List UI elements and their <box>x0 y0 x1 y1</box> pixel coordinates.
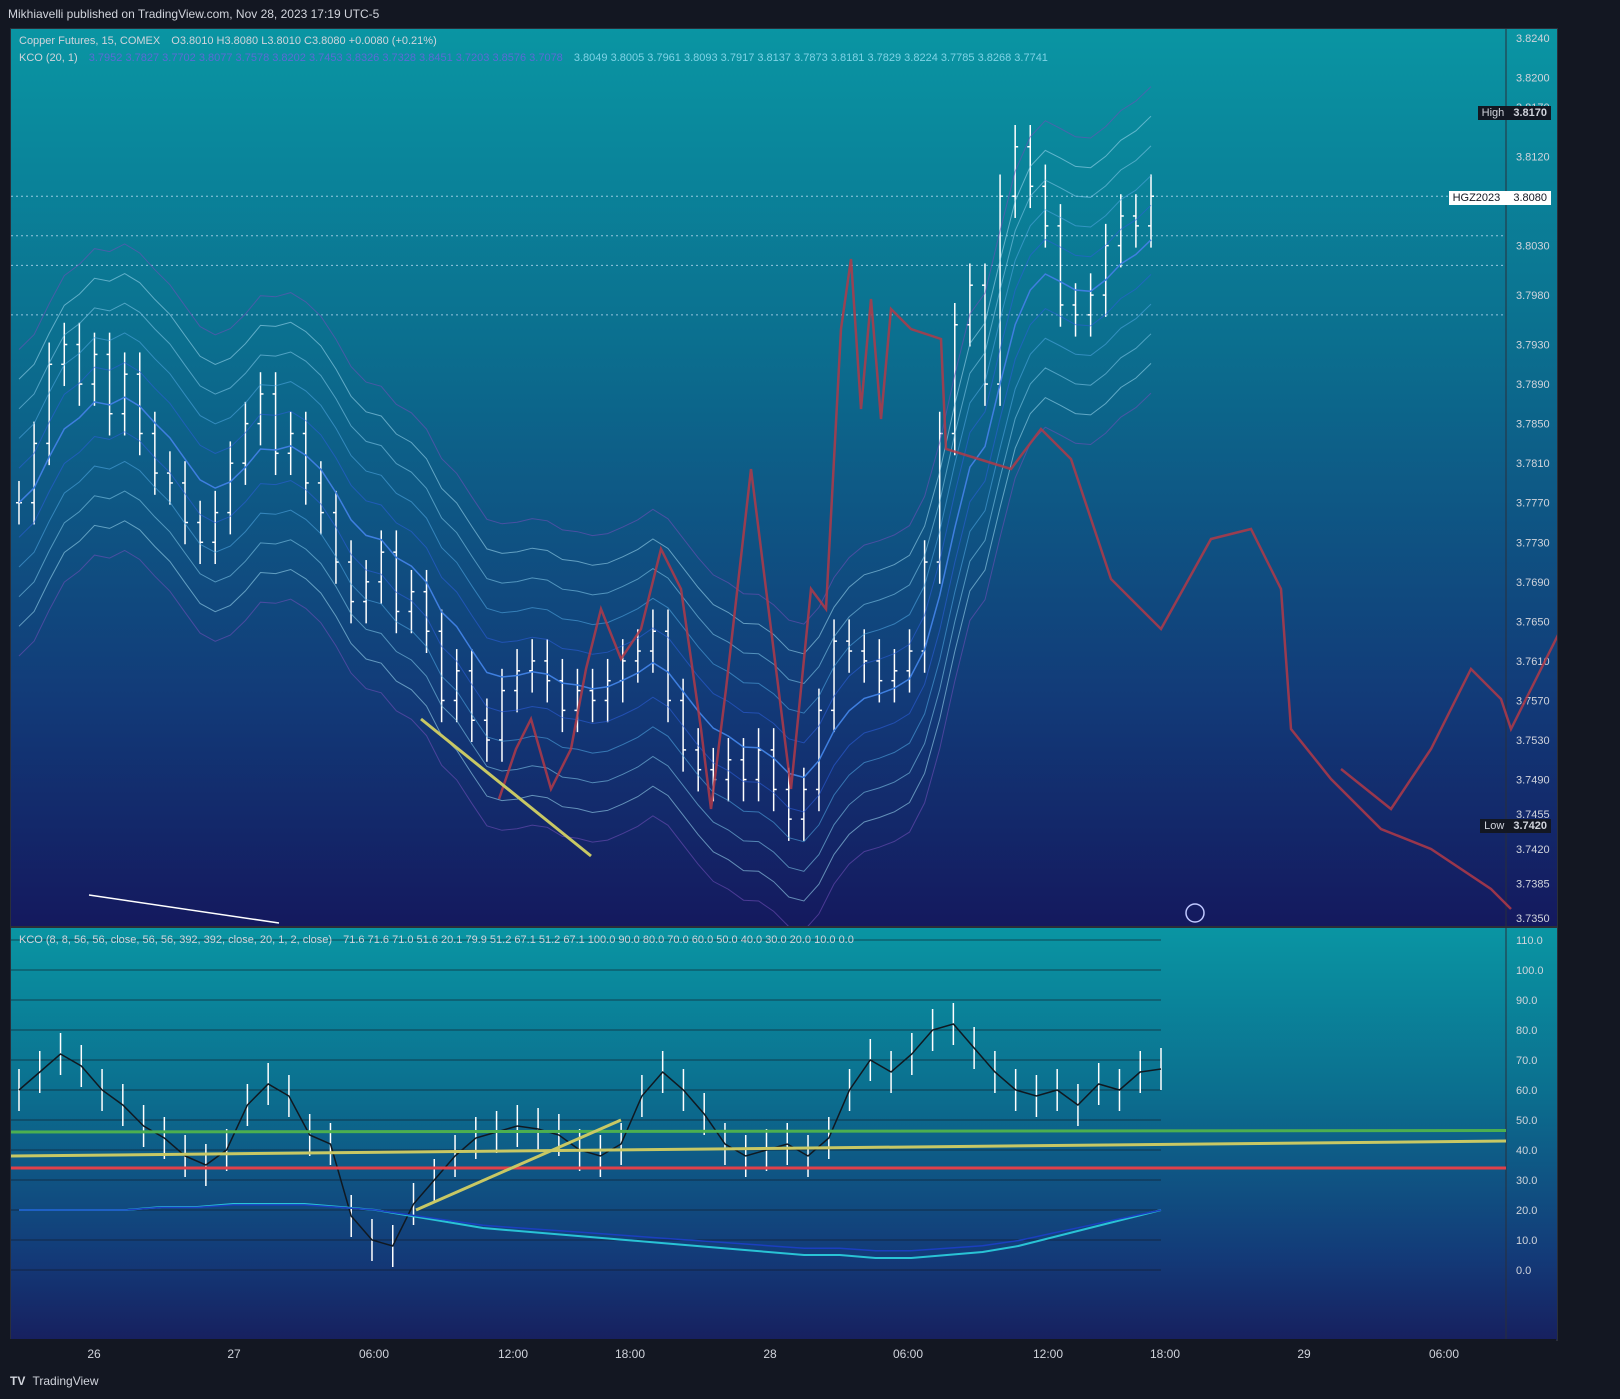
osc-y-tick-label: 70.0 <box>1516 1055 1537 1067</box>
x-tick-label: 18:00 <box>614 1347 646 1361</box>
osc-yellow-trendline <box>11 1139 1507 1158</box>
y-tick-label: 3.7490 <box>1516 775 1550 787</box>
jump-to-realtime-icon <box>1185 903 1205 923</box>
keltner-band-line <box>18 115 1152 655</box>
osc-legend: KCO (8, 8, 56, 56, close, 56, 56, 392, 3… <box>19 934 862 946</box>
red-drawing <box>497 258 1512 910</box>
y-tick-label: 3.7650 <box>1516 616 1550 628</box>
x-tick-label: 18:00 <box>1149 1347 1181 1361</box>
osc-y-tick-label: 90.0 <box>1516 995 1537 1007</box>
y-tick-label: 3.7930 <box>1516 340 1550 352</box>
footer: TV TradingView <box>0 1370 1620 1399</box>
footer-brand: TradingView <box>32 1374 99 1388</box>
y-tick-label: 3.7610 <box>1516 656 1550 668</box>
y-tick-label: 3.8030 <box>1516 241 1550 253</box>
y-tick-label: 3.7350 <box>1516 913 1550 925</box>
osc-y-tick-label: 0.0 <box>1516 1265 1531 1277</box>
keltner-band-line <box>18 303 1152 843</box>
keltner-band-line <box>18 145 1152 685</box>
osc-slow-line <box>19 1203 1162 1259</box>
keltner-band-line <box>18 392 1152 926</box>
yellow-trendline <box>420 717 592 858</box>
y-tick-label: 3.8240 <box>1516 33 1550 45</box>
y-tick-label: 3.7770 <box>1516 498 1550 510</box>
kco-values-a: 3.7952 3.7827 3.7702 3.8077 3.7578 3.820… <box>88 52 563 64</box>
y-tick-label: 3.7980 <box>1516 290 1550 302</box>
time-axis[interactable]: 26 27 06:00 12:00 18:00 28 06:00 12:00 18:00 29 06… <box>10 1339 1556 1369</box>
price-chart[interactable]: 3.8240 3.8200 3.8170 3.8120 3.8030 3.7980 3.79… <box>11 29 1557 926</box>
keltner-band-line <box>18 363 1152 902</box>
high-value: 3.8170 <box>1513 107 1547 119</box>
keltner-band-line <box>18 333 1152 872</box>
y-tick-label: 3.7570 <box>1516 695 1550 707</box>
main-legend: Copper Futures, 15, COMEX O3.8010 H3.808… <box>19 35 445 47</box>
x-tick-label: 26 <box>87 1347 101 1361</box>
osc-y-tick-label: 20.0 <box>1516 1205 1537 1217</box>
keltner-middle-line <box>18 239 1152 779</box>
x-tick-label: 28 <box>763 1347 777 1361</box>
keltner-band-line <box>18 175 1152 714</box>
keltner-band-line <box>18 86 1152 625</box>
kco-values-b: 3.8049 3.8005 3.7961 3.8093 3.7917 3.813… <box>573 52 1048 64</box>
keltner-band-line <box>18 274 1152 813</box>
high-tag: High 3.8170 <box>1477 106 1551 120</box>
y-tick-label: 3.7810 <box>1516 458 1550 470</box>
y-tick-label: 3.8120 <box>1516 152 1550 164</box>
osc-y-tick-label: 110.0 <box>1516 935 1543 947</box>
y-tick-label: 3.7420 <box>1516 844 1550 856</box>
oscillator-chart[interactable]: 110.0 100.0 90.0 80.0 70.0 60.0 50.0 40.0 30.0 20… <box>11 928 1557 1340</box>
x-tick-label: 29 <box>1297 1347 1311 1361</box>
x-tick-label: 12:00 <box>497 1347 529 1361</box>
y-tick-label: 3.7530 <box>1516 735 1550 747</box>
y-tick-label: 3.7890 <box>1516 379 1550 391</box>
symbol-label: HGZ2023 <box>1452 192 1501 204</box>
y-tick-label: 3.7730 <box>1516 537 1550 549</box>
x-tick-label: 06:00 <box>892 1347 924 1361</box>
osc-y-tick-label: 50.0 <box>1516 1115 1537 1127</box>
osc-y-tick-label: 100.0 <box>1516 965 1544 977</box>
osc-green-hline <box>11 1129 1507 1134</box>
osc-y-tick-label: 60.0 <box>1516 1085 1537 1097</box>
high-label: High <box>1481 107 1505 119</box>
y-tick-label: 3.7455 <box>1516 809 1550 821</box>
symbol-price-tag: HGZ2023 3.8080 <box>1448 191 1551 205</box>
oscillator-pane[interactable]: 110.0 100.0 90.0 80.0 70.0 60.0 50.0 40.0 30.0 20… <box>10 927 1558 1341</box>
x-tick-label: 06:00 <box>1428 1347 1460 1361</box>
x-tick-label: 06:00 <box>358 1347 390 1361</box>
y-tick-label: 3.7690 <box>1516 577 1550 589</box>
osc-y-tick-label: 10.0 <box>1516 1235 1537 1247</box>
osc-label[interactable]: KCO (8, 8, 56, 56, close, 56, 56, 392, 3… <box>19 934 333 946</box>
symbol-title[interactable]: Copper Futures, 15, COMEX <box>19 35 161 47</box>
price-pane[interactable]: 3.8240 3.8200 3.8170 3.8120 3.8030 3.7980 3.79… <box>10 28 1558 927</box>
osc-y-tick-label: 30.0 <box>1516 1175 1537 1187</box>
y-tick-label: 3.7850 <box>1516 419 1550 431</box>
y-tick-label: 3.8200 <box>1516 73 1550 85</box>
red-drawing-right <box>1340 634 1557 811</box>
x-tick-label: 27 <box>227 1347 241 1361</box>
tradingview-logo-icon[interactable]: TV <box>10 1374 26 1388</box>
osc-yellow-segment <box>415 1118 622 1212</box>
white-trendline <box>88 894 280 924</box>
osc-fast-line <box>18 1023 1162 1247</box>
x-tick-label: 12:00 <box>1032 1347 1064 1361</box>
low-tag: Low 3.7420 <box>1480 819 1551 833</box>
y-tick-label: 3.7385 <box>1516 878 1550 890</box>
low-label: Low <box>1484 820 1505 832</box>
publish-header: Mikhiavelli published on TradingView.com… <box>0 0 1620 28</box>
symbol-value: 3.8080 <box>1513 192 1547 204</box>
osc-values: 71.6 71.6 71.0 51.6 20.1 79.9 51.2 67.1 … <box>343 934 854 946</box>
ohlc-readout: O3.8010 H3.8080 L3.8010 C3.8080 +0.0080 … <box>171 35 437 47</box>
osc-y-tick-label: 40.0 <box>1516 1145 1537 1157</box>
kco-label[interactable]: KCO (20, 1) <box>19 52 78 64</box>
keltner-band-line <box>18 204 1152 744</box>
osc-long-line <box>19 1204 1162 1252</box>
low-value: 3.7420 <box>1513 820 1547 832</box>
kco-legend: KCO (20, 1) 3.7952 3.7827 3.7702 3.8077 … <box>19 52 1056 64</box>
osc-y-tick-label: 80.0 <box>1516 1025 1537 1037</box>
